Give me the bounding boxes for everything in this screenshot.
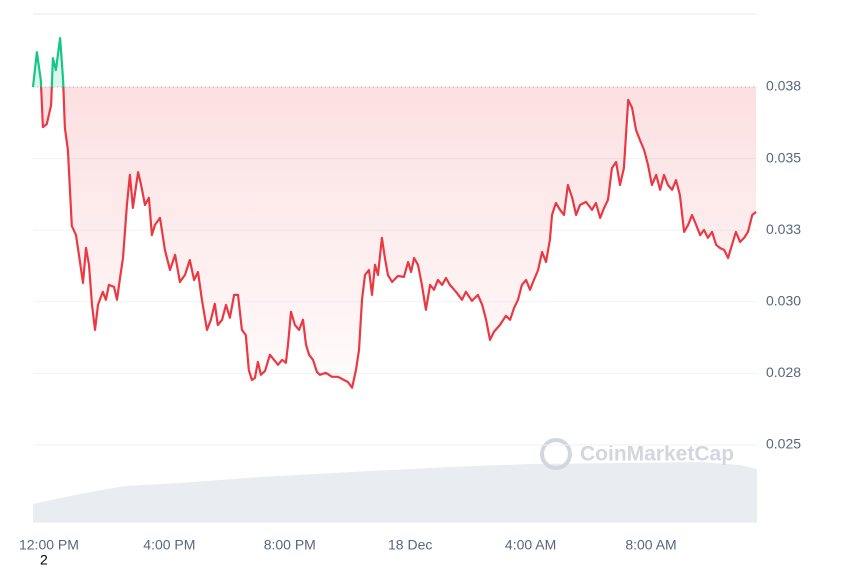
x-tick-label: 4:00 PM xyxy=(143,537,195,553)
footnote: 2 xyxy=(40,552,48,567)
x-tick-label: 8:00 PM xyxy=(264,537,316,553)
watermark: CoinMarketCap xyxy=(540,438,734,470)
y-tick-label: 0.038 xyxy=(766,78,801,94)
x-tick-label: 8:00 AM xyxy=(625,537,676,553)
x-tick-label: 18 Dec xyxy=(388,537,432,553)
y-tick-label: 0.028 xyxy=(766,364,801,380)
x-tick-label: 4:00 AM xyxy=(505,537,556,553)
y-tick-label: 0.033 xyxy=(766,221,801,237)
watermark-text: CoinMarketCap xyxy=(580,443,734,466)
x-tick-label: 12:00 PM xyxy=(19,537,79,553)
area-down xyxy=(41,87,757,388)
y-tick-label: 0.035 xyxy=(766,149,801,165)
y-tick-label: 0.030 xyxy=(766,292,801,308)
price-line xyxy=(31,37,757,389)
volume-area xyxy=(33,462,757,522)
y-tick-label: 0.025 xyxy=(766,436,801,452)
